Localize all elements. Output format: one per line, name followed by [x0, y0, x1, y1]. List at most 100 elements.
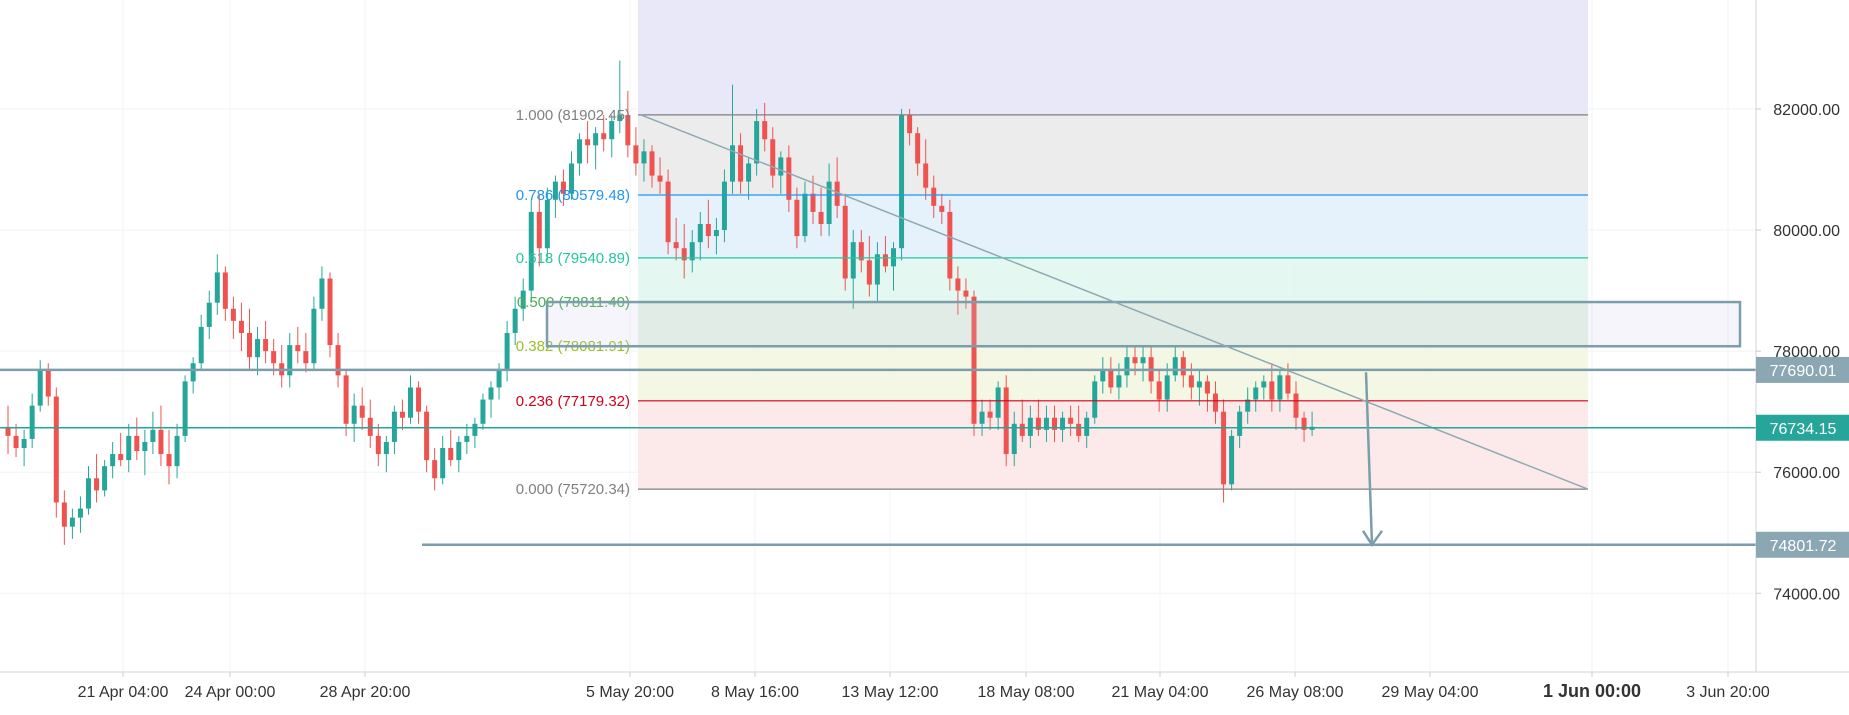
candle-body [21, 438, 27, 448]
candle-body [544, 199, 550, 249]
candle-body [874, 254, 880, 285]
candle-body [142, 441, 148, 452]
descending-trendline [640, 114, 1589, 490]
candle-body [166, 454, 172, 467]
candle-body [247, 332, 252, 358]
x-tick-label: 5 May 20:00 [586, 684, 674, 701]
candle-body [1253, 387, 1259, 400]
projection-arrow-shaft [1364, 372, 1374, 545]
candle-body [963, 290, 969, 297]
candle-body [440, 448, 446, 479]
candle-body [343, 375, 349, 424]
candle-body [738, 145, 744, 182]
candle-body [939, 205, 945, 212]
candle-body [295, 345, 301, 352]
candle-body [1172, 357, 1178, 376]
candle-body [472, 423, 478, 436]
y-tick-label: 76000.00 [1773, 465, 1840, 482]
candle-body [520, 290, 526, 309]
price-level-badge [1756, 531, 1849, 558]
candle-body [1092, 381, 1098, 418]
candle-body [53, 396, 59, 503]
price-level-badge-label: 76734.15 [1770, 421, 1837, 438]
candle-body [1237, 411, 1243, 436]
candle-body [1060, 417, 1066, 430]
candle-body [818, 211, 824, 224]
resistance-rectangle-zone [545, 300, 1742, 348]
candle-body [1140, 357, 1146, 364]
candle-body [1052, 417, 1057, 430]
candle-body [110, 454, 116, 467]
candle-body [255, 339, 261, 358]
candle-body [1188, 375, 1194, 388]
candle-body [416, 387, 422, 412]
candle-body [1027, 417, 1033, 436]
fib-band-0.236 [638, 400, 1588, 490]
x-tick-label: 21 Apr 04:00 [78, 684, 169, 701]
candle-body [335, 345, 341, 376]
candle-body [1019, 423, 1025, 436]
fib-level-label: 0.236 (77179.32) [516, 393, 630, 410]
candle-body [1180, 357, 1186, 376]
projection-arrow-head [1361, 530, 1384, 548]
candle-body [464, 435, 470, 442]
candle-body [198, 326, 204, 364]
candle-body [947, 211, 953, 279]
candle-body [842, 205, 848, 279]
candle-body [528, 211, 534, 291]
candle-body [134, 435, 140, 452]
price-level-badge [1756, 414, 1849, 441]
candle-body [569, 163, 574, 194]
candle-body [834, 181, 840, 206]
candle-body [69, 517, 75, 527]
candle-body [1277, 375, 1283, 400]
candle-body [1164, 375, 1170, 400]
candle-body [222, 272, 228, 309]
candle-body [1068, 417, 1074, 424]
candle-body [601, 133, 607, 140]
candle-body [762, 121, 768, 140]
candle-body [190, 363, 196, 382]
candle-body [29, 405, 35, 439]
fib-band-1.000 [638, 114, 1588, 195]
candle-body [995, 387, 1001, 418]
candle-body [713, 230, 719, 237]
candle-body [238, 320, 244, 333]
candle-body [1229, 435, 1235, 485]
candle-body [1011, 423, 1017, 455]
fib-band-0.500 [638, 302, 1588, 347]
x-tick-label: 18 May 08:00 [978, 684, 1075, 701]
candle-body [794, 199, 800, 237]
candle-body [882, 254, 888, 267]
candle-body [1132, 357, 1138, 364]
candle-body [649, 151, 655, 176]
x-tick-label: 8 May 16:00 [711, 684, 799, 701]
candle-body [1269, 381, 1275, 400]
y-tick-label: 80000.00 [1773, 223, 1840, 240]
candle-body [1204, 381, 1210, 394]
candle-body [118, 454, 124, 461]
candle-body [408, 387, 413, 418]
candle-body [770, 139, 776, 176]
candle-body [1084, 417, 1090, 436]
candle-body [786, 157, 792, 200]
candle-body [432, 460, 438, 479]
candle-body [1285, 375, 1291, 394]
candle-body [617, 115, 623, 122]
candle-body [697, 224, 703, 243]
candle-body [1076, 423, 1082, 436]
candle-body [303, 351, 309, 364]
candle-body [1221, 411, 1227, 485]
candle-body [488, 387, 494, 400]
candle-body [593, 133, 599, 146]
candle-body [504, 332, 510, 370]
x-tick-label: 3 Jun 20:00 [1686, 684, 1770, 701]
candle-body [206, 302, 212, 327]
candle-body [746, 163, 752, 182]
candle-body [585, 139, 591, 146]
candle-body [665, 181, 671, 243]
candle-body [61, 502, 67, 527]
candle-body [826, 181, 832, 224]
candle-body [448, 448, 454, 461]
